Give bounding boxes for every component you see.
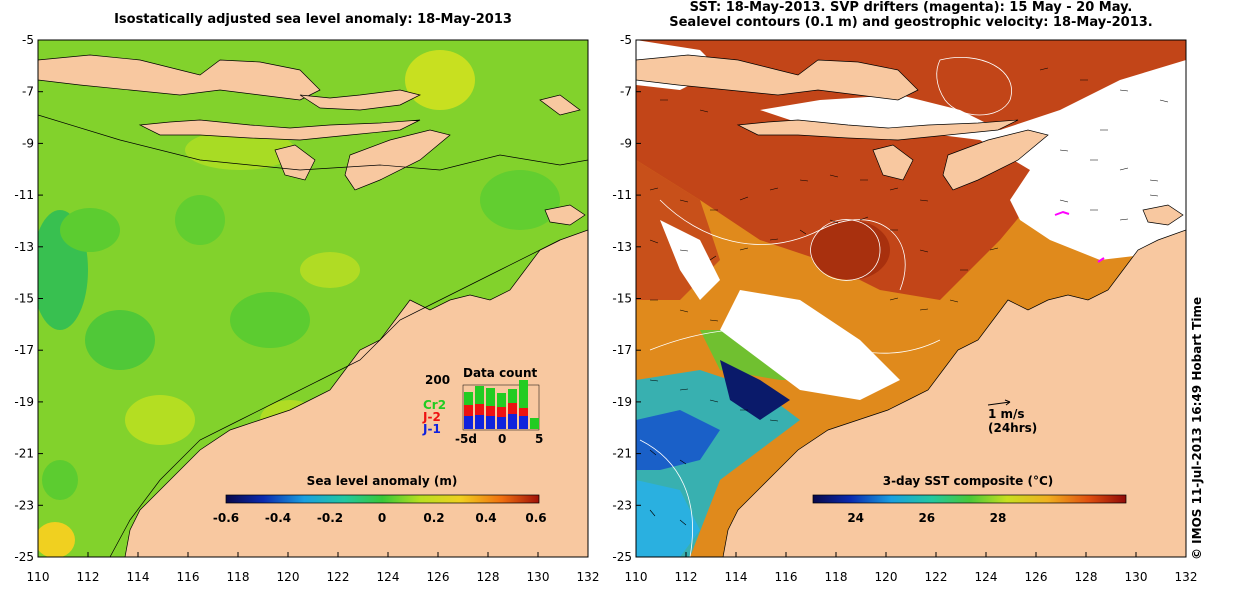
right-x-tick-label: 118	[825, 570, 848, 584]
inset-x-tick-0: 0	[498, 432, 506, 446]
sla-colorbar: Sea level anomaly (m) -0.6 -0.4 -0.2 0 0…	[213, 474, 547, 525]
left-y-tick-label: -21	[14, 447, 34, 461]
left-x-tick-label: 116	[177, 570, 200, 584]
left-y-tick-label: -23	[14, 498, 34, 512]
scale-sublabel: (24hrs)	[988, 421, 1037, 435]
left-y-tick-label: -13	[14, 240, 34, 254]
right-map-area	[636, 40, 1186, 557]
sla-tick: 0.2	[423, 511, 444, 525]
right-map-title-line2: Sealevel contours (0.1 m) and geostrophi…	[669, 15, 1153, 30]
inset-x-tick-5: 5	[535, 432, 543, 446]
left-x-tick-label: 112	[77, 570, 100, 584]
left-x-tick-label: 110	[27, 570, 50, 584]
left-x-tick-label: 114	[127, 570, 150, 584]
right-x-tick-label: 122	[925, 570, 948, 584]
inset-legend-cr2: Cr2	[423, 398, 446, 412]
sla-tick: -0.6	[213, 511, 239, 525]
data-count-inset: Data count 200 Cr2 J-2 J-1 -5d 0 5	[422, 366, 543, 446]
inset-legend-j1: J-1	[422, 422, 441, 436]
left-x-tick-label: 124	[377, 570, 400, 584]
right-map-title-line1: SST: 18-May-2013. SVP drifters (magenta)…	[689, 0, 1133, 15]
sst-colorbar-label: 3-day SST composite (°C)	[883, 474, 1054, 488]
right-x-tick-label: 128	[1075, 570, 1098, 584]
sst-tick: 26	[918, 511, 935, 525]
right-x-tick-label: 114	[725, 570, 748, 584]
inset-title: Data count	[463, 366, 538, 380]
left-y-tick-label: -7	[22, 85, 34, 99]
left-y-tick-label: -5	[22, 33, 34, 47]
sst-colorbar: 3-day SST composite (°C) 24 26 28	[812, 474, 1127, 525]
left-map-title: Isostatically adjusted sea level anomaly…	[114, 12, 512, 27]
sst-tick: 28	[990, 511, 1007, 525]
credit-text: © IMOS 11-Jul-2013 16:49 Hobart Time	[1190, 296, 1204, 560]
left-map-area	[38, 40, 588, 557]
inset-y-label: 200	[425, 373, 450, 387]
sla-tick: 0	[378, 511, 386, 525]
left-x-tick-label: 126	[427, 570, 450, 584]
left-y-tick-label: -15	[14, 292, 34, 306]
right-y-tick-label: -11	[612, 188, 632, 202]
inset-legend-j2: J-2	[422, 410, 441, 424]
sla-tick: -0.2	[317, 511, 343, 525]
inset-x-tick-neg5: -5d	[455, 432, 477, 446]
right-x-tick-label: 120	[875, 570, 898, 584]
left-y-tick-label: -17	[14, 343, 34, 357]
scale-label: 1 m/s	[988, 407, 1025, 421]
right-x-tick-label: 110	[625, 570, 648, 584]
left-x-tick-label: 120	[277, 570, 300, 584]
right-x-tick-label: 124	[975, 570, 998, 584]
right-y-tick-label: -7	[620, 85, 632, 99]
right-y-tick-label: -17	[612, 343, 632, 357]
right-y-tick-label: -19	[612, 395, 632, 409]
right-y-tick-label: -9	[620, 136, 632, 150]
right-y-tick-label: -21	[612, 447, 632, 461]
left-x-tick-label: 122	[327, 570, 350, 584]
sla-colorbar-label: Sea level anomaly (m)	[307, 474, 458, 488]
right-x-tick-label: 132	[1175, 570, 1198, 584]
right-y-tick-label: -23	[612, 498, 632, 512]
right-x-tick-label: 126	[1025, 570, 1048, 584]
left-y-tick-label: -25	[14, 550, 34, 564]
velocity-scale: 1 m/s (24hrs)	[987, 399, 1037, 435]
left-x-tick-label: 132	[577, 570, 600, 584]
right-y-tick-label: -15	[612, 292, 632, 306]
map-axes: 110 112 114 116 118 120 122 124 126 128 130 132 -5 -7…	[14, 33, 1197, 584]
left-y-tick-label: -19	[14, 395, 34, 409]
sla-tick: -0.4	[265, 511, 291, 525]
inset-bars	[464, 380, 539, 429]
sla-tick: 0.6	[525, 511, 546, 525]
left-y-tick-label: -9	[22, 136, 34, 150]
left-x-tick-label: 118	[227, 570, 250, 584]
right-x-tick-label: 112	[675, 570, 698, 584]
right-y-tick-label: -13	[612, 240, 632, 254]
sla-tick: 0.4	[475, 511, 496, 525]
right-y-tick-label: -5	[620, 33, 632, 47]
left-x-tick-label: 128	[477, 570, 500, 584]
right-x-tick-label: 116	[775, 570, 798, 584]
sst-tick: 24	[847, 511, 864, 525]
left-x-tick-label: 130	[527, 570, 550, 584]
right-y-tick-label: -25	[612, 550, 632, 564]
right-x-tick-label: 130	[1125, 570, 1148, 584]
left-y-tick-label: -11	[14, 188, 34, 202]
